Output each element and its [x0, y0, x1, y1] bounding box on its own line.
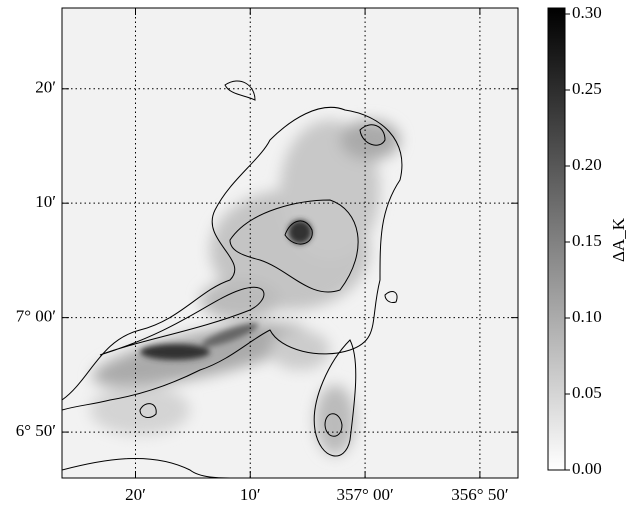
- colorbar-tick-label: 0.30: [572, 3, 602, 22]
- x-tick-label: 10′: [240, 485, 261, 504]
- colorbar: [547, 7, 566, 471]
- y-tick-label: 10′: [35, 192, 56, 211]
- plot-frame: [61, 7, 519, 479]
- y-tick-label: 20′: [35, 78, 56, 97]
- colorbar-tick-label: 0.10: [572, 307, 602, 326]
- y-tick-label: 6° 50′: [16, 421, 56, 440]
- x-tick-label: 356° 50′: [451, 485, 508, 504]
- map-image: [62, 8, 518, 478]
- x-tick-label: 357° 00′: [336, 485, 393, 504]
- colorbar-tick-label: 0.05: [572, 383, 602, 402]
- colorbar-tick-label: 0.20: [572, 155, 602, 174]
- colorbar-tick-label: 0.25: [572, 79, 602, 98]
- y-tick-label: 7° 00′: [16, 307, 56, 326]
- colorbar-label: ΔA_K: [609, 217, 628, 262]
- colorbar-tick-label: 0.15: [572, 231, 602, 250]
- x-tick-label: 20′: [125, 485, 146, 504]
- colorbar-tick-label: 0.00: [572, 459, 602, 478]
